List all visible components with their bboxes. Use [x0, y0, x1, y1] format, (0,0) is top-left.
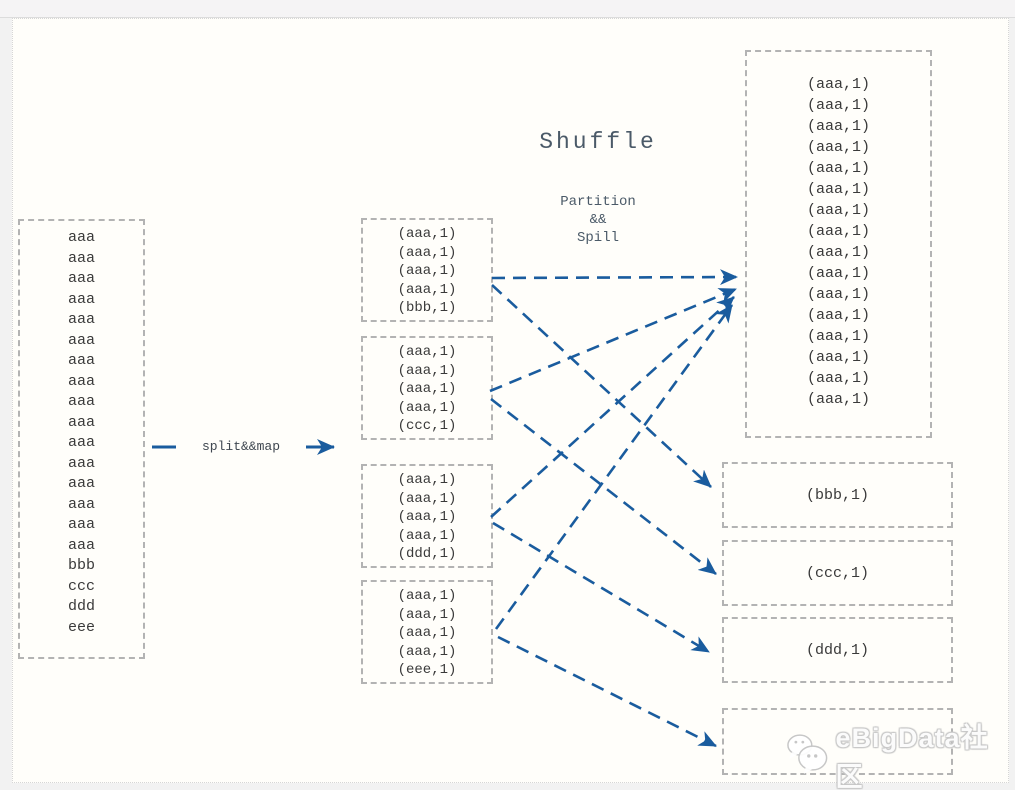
reduce-input-ccc-box: (ccc,1)	[722, 540, 953, 606]
data-line: (aaa,1)	[397, 226, 457, 242]
watermark-text: eBigData社区	[835, 723, 989, 790]
data-line: aaa	[67, 434, 95, 451]
reduce-input-bbb-box: (bbb,1)	[722, 462, 953, 528]
data-line: (aaa,1)	[806, 391, 870, 408]
data-line: aaa	[67, 536, 95, 554]
split-map-arrow-label: split&&map	[176, 439, 306, 454]
data-line: (aaa,1)	[397, 381, 457, 398]
data-line: (aaa,1)	[806, 97, 870, 114]
window-chrome-strip	[0, 0, 1015, 18]
data-line: (aaa,1)	[806, 349, 870, 366]
data-line: (aaa,1)	[806, 202, 870, 219]
bbb-tuple-label: (bbb,1)	[805, 486, 869, 504]
data-line: (aaa,1)	[806, 328, 870, 345]
data-line: (ccc,1)	[397, 418, 457, 435]
ddd-tuple-label: (ddd,1)	[805, 641, 869, 659]
data-line: (aaa,1)	[397, 606, 457, 623]
data-line: (aaa,1)	[806, 307, 870, 324]
data-line: (aaa,1)	[806, 265, 870, 282]
data-line: (aaa,1)	[397, 281, 457, 298]
reduce-input-ddd-box: (ddd,1)	[722, 617, 953, 683]
data-line: aaa	[67, 393, 95, 410]
spill-line: Spill	[576, 230, 619, 246]
data-line: (aaa,1)	[806, 139, 870, 156]
watermark: eBigData社区	[782, 716, 1015, 790]
data-line: (aaa,1)	[397, 244, 457, 261]
data-line: (aaa,1)	[806, 370, 870, 387]
data-line: aaa	[67, 229, 95, 246]
data-line: aaa	[67, 475, 95, 492]
data-line: (eee,1)	[397, 662, 457, 679]
data-line: (aaa,1)	[806, 244, 870, 261]
data-line: (aaa,1)	[397, 263, 457, 280]
data-line: (aaa,1)	[397, 399, 457, 416]
data-line: aaa	[67, 331, 95, 349]
data-line: (aaa,1)	[806, 286, 870, 303]
data-line: (aaa,1)	[806, 76, 870, 93]
data-line: ddd	[67, 598, 95, 615]
data-line: ccc	[67, 577, 95, 595]
map-output-box-1: (aaa,1) (aaa,1) (aaa,1) (aaa,1) (bbb,1)	[361, 218, 493, 322]
data-line: (aaa,1)	[397, 490, 457, 507]
data-line: aaa	[67, 372, 95, 390]
data-line: aaa	[67, 352, 95, 369]
data-line: aaa	[67, 413, 95, 431]
map-output-box-4: (aaa,1) (aaa,1) (aaa,1) (aaa,1) (eee,1)	[361, 580, 493, 684]
data-line: aaa	[67, 290, 95, 308]
data-line: (aaa,1)	[806, 160, 870, 177]
partition-spill-label: Partition && Spill	[478, 193, 718, 247]
data-line: aaa	[67, 495, 95, 513]
ccc-tuple-label: (ccc,1)	[805, 564, 869, 582]
data-line: (aaa,1)	[806, 181, 870, 198]
data-line: eee	[67, 618, 95, 636]
reduce-input-aaa-box: (aaa,1) (aaa,1) (aaa,1) (aaa,1) (aaa,1) (aaa,…	[745, 50, 932, 438]
data-line: (aaa,1)	[397, 527, 457, 544]
data-line: (aaa,1)	[397, 472, 457, 488]
wechat-icon	[787, 734, 828, 774]
data-line: aaa	[67, 311, 95, 328]
partition-line: Partition	[560, 194, 636, 210]
data-line: (aaa,1)	[397, 625, 457, 642]
data-line: (aaa,1)	[397, 588, 457, 604]
map-output-box-2: (aaa,1) (aaa,1) (aaa,1) (aaa,1) (ccc,1)	[361, 336, 493, 440]
data-line: aaa	[67, 249, 95, 267]
data-line: (aaa,1)	[397, 344, 457, 360]
data-line: aaa	[67, 454, 95, 472]
data-line: (aaa,1)	[397, 643, 457, 660]
data-line: (ddd,1)	[397, 546, 457, 563]
data-line: aaa	[67, 516, 95, 533]
ampersand-line: &&	[589, 212, 607, 228]
data-line: aaa	[67, 270, 95, 287]
data-line: (aaa,1)	[806, 223, 870, 240]
shuffle-title: Shuffle	[539, 129, 657, 155]
data-line: (aaa,1)	[397, 362, 457, 379]
data-line: (aaa,1)	[806, 118, 870, 135]
input-data-box: aaa aaa aaa aaa aaa aaa aaa aaa aaa aaa aaa aaa aaa a…	[18, 219, 145, 659]
map-output-box-3: (aaa,1) (aaa,1) (aaa,1) (aaa,1) (ddd,1)	[361, 464, 493, 568]
data-line: (aaa,1)	[397, 509, 457, 526]
reduce-input-eee-box	[722, 708, 953, 775]
data-line: (bbb,1)	[397, 300, 457, 317]
data-line: bbb	[67, 557, 95, 574]
